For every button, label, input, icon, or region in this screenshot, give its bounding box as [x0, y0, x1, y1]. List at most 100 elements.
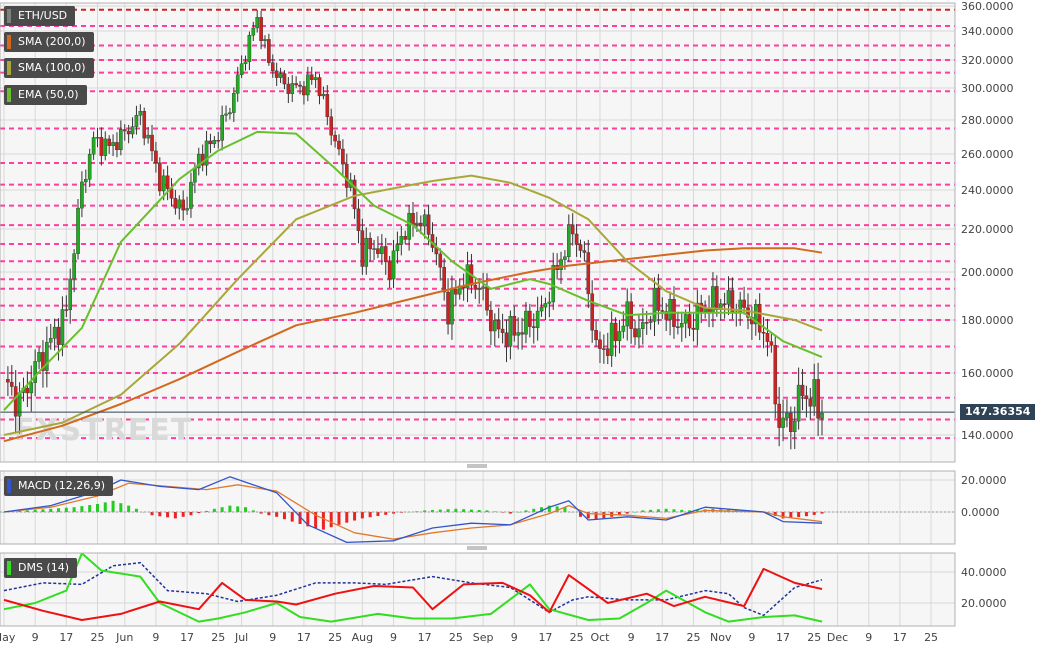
candle-body [609, 322, 614, 356]
legend-dms[interactable]: DMS (14) [4, 558, 78, 578]
candle-body [119, 129, 123, 151]
candle-body [761, 332, 766, 334]
x-tick-label: 17 [538, 631, 552, 644]
macd-histogram-bar [594, 512, 598, 520]
candle-body [267, 39, 271, 63]
candle-body [158, 162, 162, 192]
candle-body [255, 17, 259, 29]
candle-body [493, 320, 497, 332]
candle-body [722, 303, 727, 305]
sma200-line [3, 247, 823, 443]
candle-body [274, 70, 279, 78]
macd-histogram-bar [88, 505, 92, 512]
macd-panel-frame [0, 470, 956, 545]
candle-body [582, 250, 587, 253]
candle-body [130, 126, 135, 135]
candle-body [103, 138, 108, 156]
macd-histogram-bar [680, 509, 684, 512]
y-axis: 360.0000 340.0000 320.0000 300.0000 280.0000… [961, 0, 1014, 610]
candle-body [138, 111, 143, 116]
legend-sma100[interactable]: SMA (100,0) [4, 58, 94, 78]
candle-body [13, 386, 18, 417]
candle-body [563, 256, 567, 260]
candle-body [438, 253, 443, 268]
candle-body [29, 382, 34, 394]
y-tick-label: 240.0000 [961, 184, 1014, 197]
candle-body [64, 309, 69, 311]
x-tick-label: 25 [90, 631, 104, 644]
candle-body [306, 74, 310, 96]
candle-body [578, 244, 583, 251]
macd-histogram-bar [578, 512, 582, 517]
legend-sma200[interactable]: SMA (200,0) [4, 32, 94, 52]
legend-macd[interactable]: MACD (12,26,9) [4, 476, 114, 496]
candle-body [656, 287, 661, 311]
candle-body [547, 301, 552, 304]
candle-body [637, 328, 641, 338]
candle-body [399, 236, 404, 245]
x-tick-label: Jul [234, 631, 248, 644]
macd-histogram-bar [641, 510, 645, 512]
candle-body [605, 348, 610, 356]
x-tick-label: 25 [807, 631, 821, 644]
candle-body [531, 326, 536, 328]
macd-histogram-bar [430, 510, 434, 512]
macd-histogram-bar [259, 512, 263, 514]
macd-histogram-bar [150, 512, 154, 516]
candle-body [800, 384, 805, 397]
macd-histogram-bar [368, 512, 372, 518]
legend-ethusd[interactable]: ETH/USD [4, 6, 76, 26]
macd-histogram-bar [158, 512, 162, 517]
candle-body [504, 332, 509, 347]
candle-body [641, 322, 645, 329]
sma100-line [3, 174, 823, 436]
x-tick-label: 25 [686, 631, 700, 644]
x-tick-label: 25 [449, 631, 463, 644]
x-tick-label: 25 [328, 631, 342, 644]
macd-histogram-bar [282, 512, 286, 520]
candle-body [590, 293, 594, 331]
x-tick-label: Dec [827, 631, 848, 644]
candle-body [812, 379, 817, 407]
macd-histogram-bar [633, 512, 637, 513]
macd-histogram-bar [134, 508, 138, 512]
y-tick-label: 160.0000 [961, 367, 1014, 380]
x-tick-label: Sep [473, 631, 494, 644]
macd-histogram-bar [33, 509, 37, 512]
x-tick-label: 9 [748, 631, 755, 644]
candle-body [278, 73, 283, 78]
candle-body [500, 328, 505, 333]
candle-body [134, 115, 139, 127]
candle-body [715, 286, 719, 311]
candle-body [313, 77, 318, 80]
candle-body [691, 327, 696, 330]
x-tick-label: 9 [269, 631, 276, 644]
candle-body [473, 284, 478, 290]
candle-body [683, 314, 688, 324]
macd-histogram-bar [501, 512, 505, 513]
y-tick-label: 220.0000 [961, 223, 1014, 236]
x-tick-label: 9 [511, 631, 518, 644]
candle-body [56, 326, 61, 345]
macd-histogram-bar [197, 512, 201, 514]
macd-histogram-bar [695, 509, 699, 512]
candle-body [126, 130, 131, 135]
candle-body [95, 137, 100, 139]
macd-histogram-bar [64, 507, 68, 512]
macd-histogram-bar [493, 511, 497, 512]
candle-body [150, 134, 154, 152]
candle-body [617, 331, 622, 342]
x-tick-label: Jun [115, 631, 133, 644]
candle-body [154, 150, 158, 163]
candle-body [72, 253, 76, 280]
candle-body [9, 381, 14, 387]
candle-body [644, 322, 649, 324]
candle-body [294, 83, 298, 86]
x-tick-label: May [0, 631, 16, 644]
y-tick-label: 300.0000 [961, 82, 1014, 95]
candle-body [33, 361, 37, 383]
x-axis: May 9 17 25 Jun 9 17 25 Jul 9 17 25 Aug 9 17 25 Sep 9 17 25… [0, 631, 938, 644]
legend-ema50[interactable]: EMA (50,0) [4, 85, 87, 105]
candle-body [574, 233, 579, 245]
macd-histogram-bar [181, 512, 185, 517]
